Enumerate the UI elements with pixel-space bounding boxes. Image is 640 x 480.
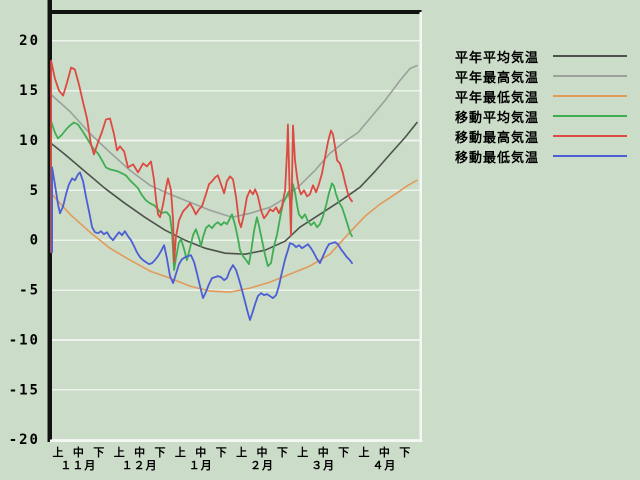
normal-max-line-swatch (553, 75, 627, 77)
normal-avg-line (50, 121, 418, 255)
plot-border-left (47, 0, 52, 442)
x-axis-period-label: 中 (134, 445, 145, 459)
y-axis-tick-label: -5 (19, 283, 40, 299)
moving-max-line-swatch (553, 135, 627, 137)
legend-item-moving-avg: 移動平均気温 (455, 106, 631, 126)
x-axis-month-label: １２月 (122, 459, 158, 472)
normal-min-line-swatch (553, 95, 627, 97)
moving-max-line (50, 59, 353, 264)
x-axis-period-label: 下 (338, 446, 349, 459)
x-axis-period-label: 中 (257, 445, 268, 459)
x-axis-period-label: 下 (399, 446, 410, 459)
legend-label-moving-avg: 移動平均気温 (455, 110, 540, 126)
x-axis-period-label: 下 (155, 446, 166, 459)
legend-item-moving-max: 移動最高気温 (455, 126, 631, 146)
y-axis-tick-label: 10 (19, 133, 40, 149)
y-axis-tick-label: -15 (9, 382, 40, 398)
legend-label-moving-min: 移動最低気温 (455, 150, 540, 166)
y-axis-tick-label: 20 (19, 33, 40, 49)
legend-item-moving-min: 移動最低気温 (455, 146, 631, 166)
x-axis-period-label: 上 (53, 445, 64, 459)
x-axis-period-label: 下 (277, 446, 288, 459)
legend-label-normal-max: 平年最高気温 (455, 70, 540, 86)
x-axis-month-label: １月 (189, 459, 213, 472)
legend-label-moving-max: 移動最高気温 (455, 130, 540, 146)
x-axis-period-label: 上 (359, 445, 370, 459)
x-axis-period-label: 上 (175, 445, 186, 459)
normal-avg-line-swatch (553, 55, 627, 57)
normal-min-line (50, 179, 418, 293)
legend-label-normal-min: 平年最低気温 (455, 90, 540, 106)
x-axis-period-label: 下 (93, 446, 104, 459)
normal-max-line (50, 64, 418, 219)
x-axis-month-label: １１月 (60, 459, 96, 472)
y-axis-tick-label: -10 (9, 332, 40, 348)
x-axis-period-label: 下 (216, 446, 227, 459)
x-axis-period-label: 上 (236, 445, 247, 459)
plot-border-top (47, 10, 422, 14)
x-axis-period-label: 中 (195, 445, 206, 459)
legend-item-normal-avg: 平年平均気温 (455, 46, 631, 66)
x-axis-period-label: 上 (297, 445, 308, 459)
legend-item-normal-min: 平年最低気温 (455, 86, 631, 106)
x-axis-period-label: 上 (114, 445, 125, 459)
x-axis-month-label: ２月 (250, 459, 274, 472)
y-axis-tick-label: 15 (19, 83, 40, 99)
x-axis-period-label: 中 (379, 445, 390, 459)
plot-border-right (419, 12, 422, 442)
x-axis-month-label: ３月 (311, 459, 335, 472)
moving-avg-line (50, 120, 353, 272)
y-axis-tick-label: -20 (9, 432, 40, 448)
legend-item-normal-max: 平年最高気温 (455, 66, 631, 86)
moving-min-line-swatch (553, 155, 627, 157)
x-axis-month-label: ４月 (372, 459, 396, 472)
x-axis-period-label: 中 (73, 445, 84, 459)
y-axis-tick-label: 5 (30, 183, 40, 199)
x-axis-period-label: 中 (318, 445, 329, 459)
y-axis-tick-label: 0 (30, 233, 40, 249)
legend-label-normal-avg: 平年平均気温 (455, 50, 540, 66)
moving-avg-line-swatch (553, 115, 627, 117)
plot-border-bottom (50, 439, 423, 442)
legend: 平年平均気温 平年最高気温 平年最低気温 移動平均気温 移動最高気温 移動最低気… (455, 46, 631, 166)
moving-min-line (51, 166, 353, 321)
